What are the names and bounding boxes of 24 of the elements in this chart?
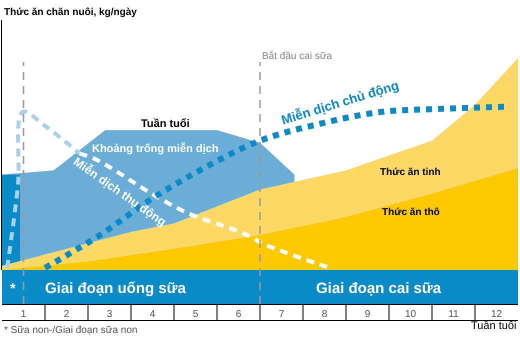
x-tick-label: 3: [106, 309, 113, 320]
x-tick-label: 5: [192, 309, 199, 320]
ref-line-label: Bắt đầu cai sữa: [262, 50, 333, 62]
text: Giai đoạn uống sữa: [45, 280, 187, 297]
annotation: Miễn dịch chủ động: [279, 77, 401, 128]
text: * Sữa non-/Giai đoạn sữa non: [4, 325, 138, 336]
annotation: Thức ăn thô: [382, 207, 440, 218]
x-tick-label: 11: [448, 309, 460, 320]
text: Giai đoạn cai sữa: [316, 280, 442, 297]
annotation: Thức ăn tinh: [380, 167, 441, 178]
x-tick-label: 10: [404, 309, 416, 320]
x-tick-label: 2: [64, 309, 70, 320]
annotation: Tuần tuổi: [141, 118, 190, 130]
x-tick-label: 7: [278, 309, 285, 320]
x-tick-label: 9: [364, 309, 371, 320]
annotation: Khoảng trống miễn dịch: [92, 142, 219, 155]
y-axis-title: Thức ăn chăn nuôi, kg/ngày: [4, 7, 138, 18]
x-tick-label: 6: [236, 309, 242, 320]
x-tick-label: 1: [20, 309, 27, 320]
x-axis-title: Tuần tuổi: [471, 320, 516, 332]
text: *: [10, 280, 16, 296]
x-tick-label: 8: [322, 309, 328, 320]
x-tick-label: 4: [150, 309, 156, 320]
x-tick-label: 12: [490, 309, 502, 320]
